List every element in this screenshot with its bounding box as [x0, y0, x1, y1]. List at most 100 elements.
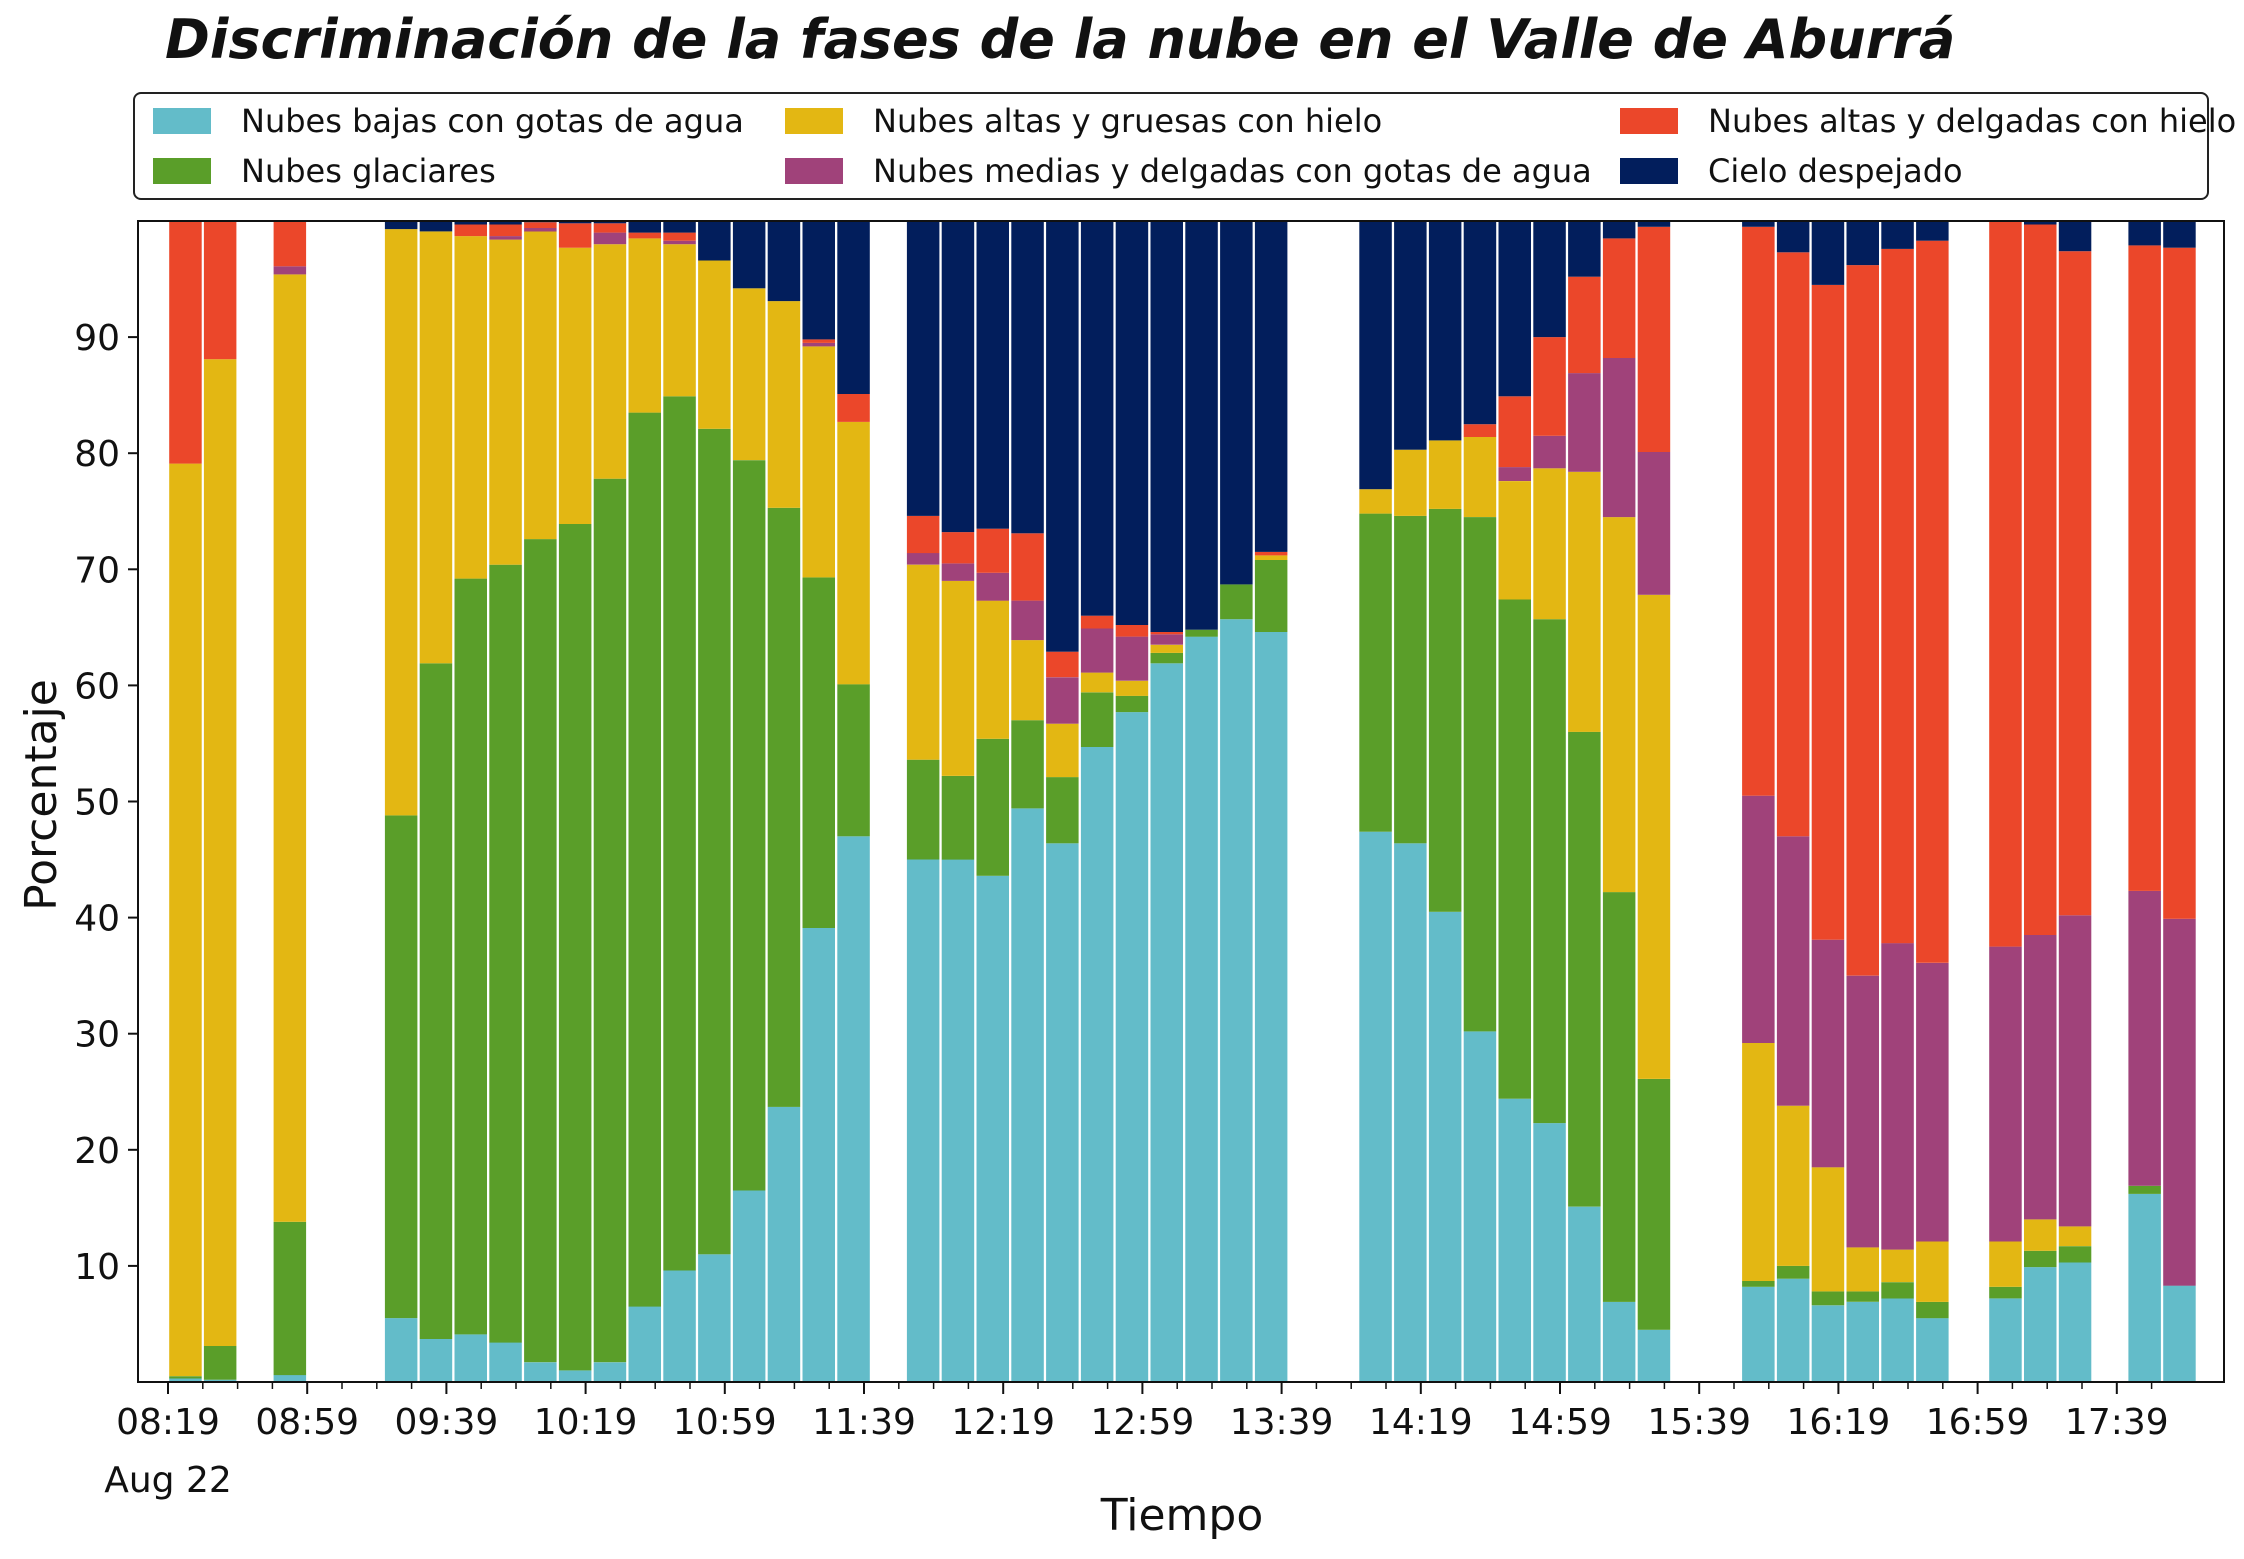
bar-segment-nubes-bajas-con-gotas-de-agua [169, 1378, 202, 1382]
bar-segment-nubes-glaciares [1989, 1286, 2022, 1299]
bar-segment-nubes-glaciares [593, 478, 627, 1363]
bar-segment-cielo-despejado [2058, 221, 2092, 252]
bar-segment-nubes-bajas-con-gotas-de-agua [1254, 632, 1288, 1382]
bar-segment-nubes-glaciares [1011, 720, 1044, 809]
bar-segment-nubes-bajas-con-gotas-de-agua [802, 928, 835, 1382]
bar-segment-cielo-despejado [1498, 221, 1531, 397]
bar-segment-nubes-altas-y-gruesas-con-hielo [1359, 489, 1392, 514]
bars-layer [169, 221, 2196, 1382]
bar-segment-nubes-glaciares [941, 776, 975, 860]
bar-segment-nubes-bajas-con-gotas-de-agua [1989, 1298, 2022, 1382]
bar-segment-nubes-altas-y-delgadas-con-hielo [1115, 625, 1149, 637]
bar-segment-nubes-bajas-con-gotas-de-agua [558, 1370, 592, 1382]
bar-segment-cielo-despejado [558, 221, 592, 224]
bar-segment-nubes-bajas-con-gotas-de-agua [524, 1362, 557, 1382]
bar-segment-nubes-medias-y-delgadas-con-gotas-de-agua [1115, 636, 1149, 681]
bar-segment-nubes-altas-y-gruesas-con-hielo [1846, 1247, 1879, 1292]
x-tick-label: 14:19 [1369, 1402, 1473, 1443]
bar-segment-nubes-glaciares [1254, 560, 1288, 632]
bar-segment-nubes-medias-y-delgadas-con-gotas-de-agua [1150, 634, 1183, 645]
bar-segment-nubes-glaciares [1046, 777, 1079, 844]
bar-segment-nubes-bajas-con-gotas-de-agua [1568, 1206, 1601, 1382]
legend: Nubes bajas con gotas de agua Nubes alta… [133, 92, 2236, 200]
bar-segment-nubes-bajas-con-gotas-de-agua [1602, 1301, 1636, 1382]
bar-segment-cielo-despejado [1046, 221, 1079, 652]
bar-segment-nubes-altas-y-delgadas-con-hielo [169, 221, 202, 464]
bar-segment-nubes-glaciares [273, 1221, 307, 1376]
bar-segment-nubes-medias-y-delgadas-con-gotas-de-agua [663, 240, 696, 245]
bar-segment-nubes-glaciares [169, 1376, 202, 1379]
bar-segment-nubes-altas-y-gruesas-con-hielo [976, 600, 1009, 739]
bar-segment-nubes-altas-y-delgadas-con-hielo [1776, 252, 1810, 837]
bar-segment-nubes-bajas-con-gotas-de-agua [1637, 1329, 1671, 1382]
bar-segment-nubes-glaciares [1637, 1079, 1671, 1330]
bar-segment-nubes-medias-y-delgadas-con-gotas-de-agua [1602, 358, 1636, 518]
bar-segment-nubes-bajas-con-gotas-de-agua [489, 1342, 522, 1382]
bar-segment-nubes-glaciares [628, 412, 661, 1307]
bar-segment-nubes-bajas-con-gotas-de-agua [273, 1375, 307, 1382]
bar-segment-nubes-medias-y-delgadas-con-gotas-de-agua [1533, 435, 1566, 469]
bar-segment-nubes-altas-y-delgadas-con-hielo [454, 224, 487, 237]
bar-segment-nubes-bajas-con-gotas-de-agua [454, 1334, 487, 1382]
bar-segment-nubes-bajas-con-gotas-de-agua [2058, 1262, 2092, 1382]
bar-segment-nubes-glaciares [1846, 1291, 1879, 1302]
bar-segment-nubes-medias-y-delgadas-con-gotas-de-agua [2058, 915, 2092, 1227]
bar-segment-nubes-medias-y-delgadas-con-gotas-de-agua [273, 266, 307, 275]
legend-label: Nubes glaciares [241, 152, 496, 190]
bar-segment-nubes-glaciares [1916, 1301, 1949, 1319]
bar-segment-nubes-altas-y-gruesas-con-hielo [1394, 449, 1427, 516]
legend-swatch [153, 108, 211, 134]
bar-segment-nubes-altas-y-gruesas-con-hielo [941, 580, 975, 776]
bar-segment-cielo-despejado [976, 221, 1009, 529]
bar-segment-nubes-altas-y-delgadas-con-hielo [1046, 651, 1079, 678]
bar-segment-nubes-altas-y-gruesas-con-hielo [203, 359, 237, 1346]
bar-segment-cielo-despejado [802, 221, 835, 340]
bar-segment-cielo-despejado [732, 221, 766, 289]
bar-segment-nubes-altas-y-delgadas-con-hielo [558, 223, 592, 248]
legend-swatch [1620, 158, 1678, 184]
bar-segment-nubes-bajas-con-gotas-de-agua [1185, 636, 1218, 1382]
bar-segment-cielo-despejado [906, 221, 940, 516]
bar-segment-nubes-bajas-con-gotas-de-agua [384, 1318, 418, 1382]
legend-swatch [153, 158, 211, 184]
bar-segment-nubes-bajas-con-gotas-de-agua [593, 1362, 627, 1382]
bar-segment-nubes-medias-y-delgadas-con-gotas-de-agua [593, 232, 627, 245]
legend-item-cielo-despejado: Cielo despejado [1620, 152, 1963, 190]
bar-segment-nubes-glaciares [802, 577, 835, 928]
chart-title: Discriminación de la fases de la nube en… [165, 8, 1956, 71]
bar-segment-cielo-despejado [1254, 221, 1288, 552]
bar-segment-cielo-despejado [1011, 221, 1044, 534]
bar-segment-nubes-altas-y-delgadas-con-hielo [802, 339, 835, 343]
bar-segment-cielo-despejado [1428, 221, 1462, 441]
bar-segment-nubes-altas-y-gruesas-con-hielo [1011, 640, 1044, 721]
bar-segment-nubes-altas-y-gruesas-con-hielo [1811, 1167, 1845, 1292]
y-tick-label: 60 [74, 666, 120, 707]
bar-segment-nubes-altas-y-delgadas-con-hielo [1881, 248, 1914, 944]
bar-segment-nubes-bajas-con-gotas-de-agua [976, 875, 1009, 1382]
bar-segment-nubes-altas-y-delgadas-con-hielo [203, 221, 237, 360]
bar-segment-nubes-bajas-con-gotas-de-agua [767, 1106, 801, 1382]
bar-segment-nubes-glaciares [906, 759, 940, 860]
bar-segment-nubes-glaciares [1533, 619, 1566, 1124]
bar-segment-nubes-bajas-con-gotas-de-agua [628, 1306, 661, 1382]
bar-segment-nubes-bajas-con-gotas-de-agua [1080, 746, 1114, 1382]
bar-segment-nubes-bajas-con-gotas-de-agua [663, 1270, 696, 1382]
bar-segment-nubes-bajas-con-gotas-de-agua [1011, 808, 1044, 1382]
x-axis-label: Tiempo [1100, 1490, 1264, 1541]
bar-segment-cielo-despejado [1115, 221, 1149, 625]
bar-segment-cielo-despejado [1220, 221, 1253, 585]
bar-segment-cielo-despejado [2128, 221, 2161, 246]
bar-segment-nubes-altas-y-delgadas-con-hielo [1498, 396, 1531, 468]
bar-segment-nubes-glaciares [2024, 1250, 2057, 1268]
bar-segment-nubes-medias-y-delgadas-con-gotas-de-agua [1742, 795, 1775, 1043]
bar-segment-nubes-bajas-con-gotas-de-agua [1916, 1318, 1949, 1382]
bar-segment-nubes-altas-y-gruesas-con-hielo [1046, 723, 1079, 778]
x-tick-label: 16:59 [1926, 1402, 2030, 1443]
bar-segment-nubes-bajas-con-gotas-de-agua [1811, 1305, 1845, 1382]
x-tick-label: 11:39 [812, 1402, 916, 1443]
bar-segment-cielo-despejado [1394, 221, 1427, 450]
bar-segment-nubes-altas-y-gruesas-con-hielo [1115, 680, 1149, 696]
bar-segment-nubes-altas-y-delgadas-con-hielo [593, 223, 627, 233]
bar-segment-nubes-altas-y-gruesas-con-hielo [1776, 1105, 1810, 1266]
bar-segment-nubes-glaciares [1115, 695, 1149, 713]
